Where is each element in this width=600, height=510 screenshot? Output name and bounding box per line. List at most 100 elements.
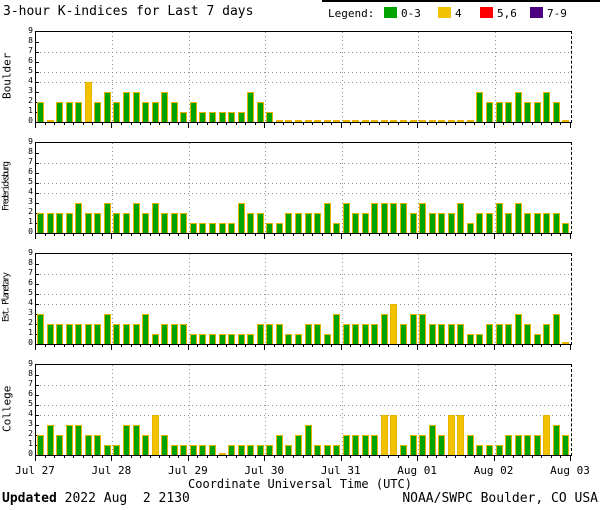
k-index-bar bbox=[122, 425, 130, 455]
k-index-bar bbox=[562, 223, 570, 233]
x-tick-mark bbox=[445, 123, 447, 125]
x-tick-mark bbox=[550, 123, 552, 125]
updated-timestamp: Updated 2022 Aug 2 2130 bbox=[2, 491, 190, 506]
k-index-bar bbox=[199, 334, 207, 344]
y-tick-mark bbox=[36, 264, 39, 265]
k-index-bar bbox=[46, 425, 54, 455]
y-tick-label: 3 bbox=[28, 419, 33, 428]
k-index-bar bbox=[342, 324, 350, 344]
x-tick-mark bbox=[245, 456, 247, 458]
y-tick-mark bbox=[36, 405, 39, 406]
k-index-bar bbox=[314, 213, 322, 233]
x-tick-mark bbox=[464, 456, 466, 458]
k-index-bar bbox=[400, 445, 408, 455]
x-tick-mark bbox=[292, 456, 294, 458]
x-tick-mark bbox=[283, 345, 285, 347]
k-index-bar bbox=[94, 102, 102, 122]
x-tick-mark bbox=[302, 456, 304, 458]
k-index-bar bbox=[285, 334, 293, 344]
x-tick-mark bbox=[359, 345, 361, 347]
k-index-bar bbox=[103, 314, 111, 344]
k-index-bar bbox=[447, 120, 455, 122]
k-index-bar bbox=[476, 92, 484, 122]
x-axis-day-label: Jul 27 bbox=[15, 464, 55, 477]
k-index-bar bbox=[438, 324, 446, 344]
x-tick-mark bbox=[120, 123, 122, 125]
x-tick-mark bbox=[120, 456, 122, 458]
k-index-bar bbox=[524, 435, 532, 455]
k-index-bar bbox=[495, 102, 503, 122]
x-tick-mark bbox=[541, 456, 543, 458]
y-tick-label: 7 bbox=[28, 46, 33, 55]
y-tick-label: 1 bbox=[28, 328, 33, 337]
y-tick-label: 2 bbox=[28, 429, 33, 438]
x-tick-mark bbox=[522, 123, 524, 125]
panel-fredericksburg bbox=[35, 142, 572, 234]
x-tick-mark bbox=[168, 234, 170, 236]
y-tick-label: 5 bbox=[28, 66, 33, 75]
x-tick-mark bbox=[426, 456, 428, 458]
y-tick-label: 1 bbox=[28, 106, 33, 115]
k-index-bar bbox=[371, 203, 379, 233]
y-tick-label: 0 bbox=[28, 449, 33, 458]
x-tick-mark bbox=[484, 123, 486, 125]
x-tick-mark bbox=[531, 345, 533, 347]
x-tick-mark bbox=[474, 456, 476, 458]
gridline-k5 bbox=[36, 183, 571, 184]
k-index-bar bbox=[285, 445, 293, 455]
x-tick-mark bbox=[550, 456, 552, 458]
x-tick-mark bbox=[92, 456, 94, 458]
x-tick-mark bbox=[226, 123, 228, 125]
x-tick-mark bbox=[398, 456, 400, 458]
k-index-bar bbox=[409, 314, 417, 344]
x-tick-mark bbox=[493, 234, 495, 239]
k-index-bar bbox=[170, 445, 178, 455]
x-tick-mark bbox=[302, 123, 304, 125]
x-tick-mark bbox=[44, 234, 46, 236]
x-tick-mark bbox=[101, 123, 103, 125]
x-tick-mark bbox=[560, 345, 562, 347]
k-index-bar bbox=[505, 435, 513, 455]
x-tick-mark bbox=[512, 345, 514, 347]
gridline-day bbox=[494, 143, 496, 233]
x-tick-mark bbox=[541, 123, 543, 125]
k-index-bar bbox=[46, 324, 54, 344]
k-index-bar bbox=[447, 213, 455, 233]
x-tick-mark bbox=[216, 456, 218, 458]
k-index-bar bbox=[380, 314, 388, 344]
x-tick-mark bbox=[417, 456, 419, 461]
k-index-bar bbox=[228, 334, 236, 344]
gridline-day bbox=[265, 365, 267, 455]
y-tick-label: 3 bbox=[28, 308, 33, 317]
gridline-day bbox=[112, 254, 114, 344]
y-tick-label: 1 bbox=[28, 439, 33, 448]
gridline-day bbox=[265, 32, 267, 122]
y-tick-mark bbox=[36, 425, 39, 426]
k-index-bar bbox=[122, 92, 130, 122]
k-index-bar bbox=[371, 120, 379, 122]
x-tick-mark bbox=[531, 456, 533, 458]
x-tick-mark bbox=[407, 234, 409, 236]
x-tick-mark bbox=[206, 234, 208, 236]
x-tick-mark bbox=[388, 345, 390, 347]
y-tick-mark bbox=[36, 163, 39, 164]
legend-swatch-7-9 bbox=[530, 7, 543, 18]
k-index-bar bbox=[37, 213, 44, 233]
x-tick-mark bbox=[474, 345, 476, 347]
y-tick-mark bbox=[36, 92, 39, 93]
legend-item-label: 7-9 bbox=[547, 7, 567, 20]
gridline-k5 bbox=[36, 294, 571, 295]
k-index-bar bbox=[256, 213, 264, 233]
x-tick-mark bbox=[455, 345, 457, 347]
k-index-bar bbox=[75, 324, 83, 344]
k-index-bar bbox=[533, 102, 541, 122]
x-tick-mark bbox=[503, 234, 505, 236]
k-index-bar bbox=[514, 92, 522, 122]
k-index-bar bbox=[514, 435, 522, 455]
x-tick-mark bbox=[531, 123, 533, 125]
x-tick-mark bbox=[178, 123, 180, 125]
y-tick-label: 5 bbox=[28, 399, 33, 408]
y-tick-label: 6 bbox=[28, 278, 33, 287]
x-tick-mark bbox=[168, 456, 170, 458]
k-index-bar bbox=[371, 324, 379, 344]
